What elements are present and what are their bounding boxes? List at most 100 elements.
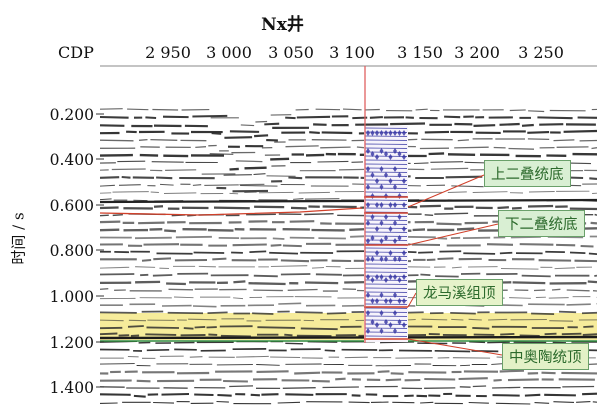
time-tick-1400: 1.400 bbox=[49, 379, 94, 397]
seismic-reflector bbox=[99, 242, 594, 248]
synthetic-wiggle bbox=[393, 328, 397, 334]
synthetic-wiggle bbox=[388, 274, 393, 280]
synthetic-wiggle bbox=[384, 235, 388, 241]
synthetic-wiggle bbox=[388, 226, 393, 232]
time-tick-0800: 0.800 bbox=[49, 242, 94, 260]
synthetic-wiggle bbox=[384, 277, 388, 283]
seismic-reflector bbox=[99, 296, 597, 300]
synthetic-trace bbox=[364, 271, 408, 273]
synthetic-trace bbox=[364, 199, 408, 201]
synthetic-trace bbox=[364, 207, 408, 209]
seismic-reflector bbox=[99, 279, 597, 286]
time-tick-1000: 1.000 bbox=[49, 288, 94, 306]
synthetic-trace bbox=[364, 331, 408, 333]
synthetic-wiggle bbox=[397, 130, 402, 136]
synthetic-wiggle bbox=[397, 256, 402, 262]
seismic-reflector bbox=[100, 302, 597, 308]
synthetic-trace bbox=[364, 167, 408, 169]
horizon-label-lower-permian-base: 下二叠统底 bbox=[498, 210, 585, 237]
synthetic-wiggle bbox=[366, 220, 370, 226]
synthetic-trace bbox=[364, 139, 408, 141]
horizon-label-middle-ordovician-top: 中奥陶统顶 bbox=[502, 343, 589, 370]
synthetic-wiggle bbox=[375, 130, 379, 136]
synthetic-wiggle bbox=[393, 202, 397, 208]
synthetic-wiggle bbox=[402, 202, 406, 208]
synthetic-wiggle bbox=[397, 319, 402, 325]
synthetic-wiggle bbox=[397, 298, 402, 304]
synthetic-trace bbox=[364, 275, 408, 277]
synthetic-column bbox=[364, 126, 408, 342]
synthetic-wiggle bbox=[366, 328, 370, 334]
synthetic-trace bbox=[364, 183, 408, 185]
synthetic-wiggle bbox=[366, 256, 370, 262]
synthetic-trace bbox=[364, 143, 408, 145]
seismic-reflector bbox=[99, 190, 597, 195]
synthetic-wiggle bbox=[366, 274, 370, 280]
synthetic-wiggle bbox=[393, 292, 397, 298]
synthetic-wiggle bbox=[366, 202, 370, 208]
synthetic-wiggle bbox=[370, 172, 375, 178]
synthetic-wiggle bbox=[393, 256, 397, 262]
seismic-reflector bbox=[100, 257, 597, 263]
synthetic-wiggle bbox=[379, 148, 384, 154]
synthetic-wiggle bbox=[370, 214, 375, 220]
synthetic-wiggle bbox=[366, 166, 370, 172]
synthetic-wiggle bbox=[379, 202, 384, 208]
pointer-line bbox=[407, 338, 503, 356]
cdp-axis-label: CDP bbox=[58, 43, 94, 62]
synthetic-wiggle bbox=[384, 256, 388, 262]
synthetic-wiggle bbox=[402, 178, 406, 184]
synthetic-wiggle bbox=[384, 130, 388, 136]
synthetic-trace bbox=[364, 335, 408, 337]
synthetic-trace bbox=[364, 179, 408, 181]
seismic-reflector bbox=[99, 108, 597, 127]
synthetic-trace bbox=[364, 283, 408, 285]
synthetic-trace bbox=[364, 303, 408, 305]
synthetic-trace bbox=[364, 263, 408, 265]
synthetic-wiggle bbox=[384, 172, 388, 178]
synthetic-wiggle bbox=[379, 166, 384, 172]
synthetic-wiggle bbox=[393, 130, 397, 136]
seismic-reflector bbox=[99, 250, 597, 255]
synthetic-wiggle bbox=[388, 202, 393, 208]
synthetic-wiggle bbox=[370, 256, 375, 262]
synthetic-trace bbox=[364, 231, 408, 233]
synthetic-wiggle bbox=[375, 226, 379, 232]
synthetic-trace bbox=[364, 187, 408, 189]
synthetic-wiggle bbox=[393, 310, 397, 316]
synthetic-trace bbox=[364, 203, 408, 205]
synthetic-wiggle bbox=[402, 322, 406, 328]
synthetic-wiggle bbox=[393, 166, 397, 172]
seismic-reflector bbox=[99, 138, 597, 154]
cdp-tick-3200: 3 200 bbox=[454, 43, 500, 62]
horizon-label-longmaxi-top: 龙马溪组顶 bbox=[416, 279, 503, 306]
cdp-tick-3150: 3 150 bbox=[397, 43, 443, 62]
synthetic-wiggle bbox=[384, 151, 388, 157]
synthetic-wiggle bbox=[379, 130, 384, 136]
seismic-reflector bbox=[99, 114, 597, 133]
synthetic-wiggle bbox=[397, 277, 402, 283]
time-tick-0200: 0.200 bbox=[49, 106, 94, 124]
strong-reflector bbox=[99, 198, 597, 204]
seismic-reflector bbox=[99, 204, 597, 211]
synthetic-trace bbox=[364, 327, 408, 329]
synthetic-wiggle bbox=[402, 154, 406, 160]
synthetic-wiggle bbox=[402, 130, 406, 136]
cdp-tick-3050: 3 050 bbox=[268, 43, 314, 62]
synthetic-wiggle bbox=[379, 292, 384, 298]
cdp-tick-2950: 2 950 bbox=[145, 43, 191, 62]
seismic-reflector bbox=[99, 288, 597, 292]
seismic-reflector bbox=[99, 272, 597, 278]
synthetic-wiggle bbox=[388, 154, 393, 160]
time-tick-0600: 0.600 bbox=[49, 197, 94, 215]
synthetic-wiggle bbox=[366, 310, 370, 316]
synthetic-wiggle bbox=[375, 298, 379, 304]
seismic-reflector bbox=[99, 235, 597, 240]
synthetic-trace bbox=[364, 147, 408, 149]
synthetic-trace bbox=[364, 127, 408, 129]
synthetic-trace bbox=[364, 291, 408, 293]
synthetic-wiggle bbox=[375, 202, 379, 208]
synthetic-wiggle bbox=[388, 178, 393, 184]
seismic-reflector bbox=[99, 400, 597, 405]
synthetic-wiggle bbox=[384, 298, 388, 304]
